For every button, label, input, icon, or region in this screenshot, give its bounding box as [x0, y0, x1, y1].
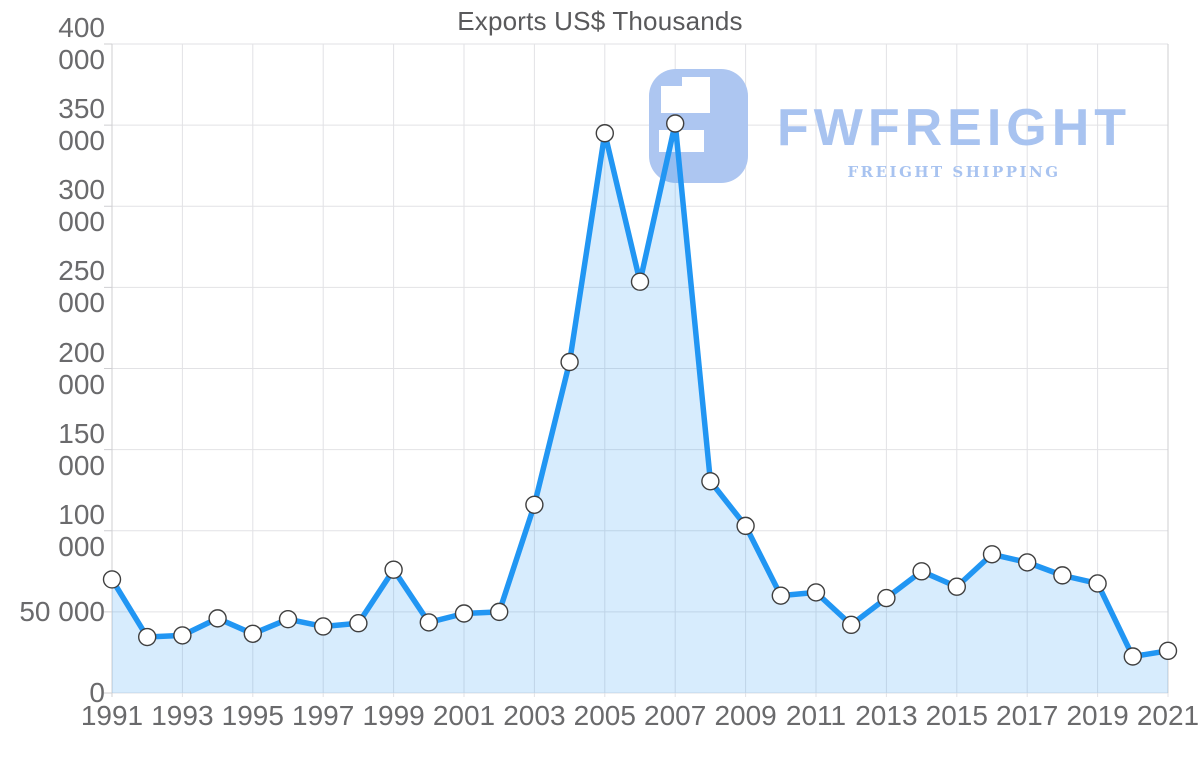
- data-point-2006[interactable]: [630, 272, 650, 291]
- data-point-1992[interactable]: [137, 627, 157, 647]
- data-point-2008[interactable]: [701, 472, 720, 491]
- data-point-2001[interactable]: [454, 604, 474, 623]
- data-point-2007[interactable]: [666, 114, 685, 133]
- data-point-2013[interactable]: [877, 588, 896, 608]
- chart-title: Exports US$ Thousands: [457, 6, 743, 36]
- watermark-logo: FWFREIGHT FREIGHT SHIPPING: [649, 69, 1131, 183]
- logo-text-block: FWFREIGHT FREIGHT SHIPPING: [777, 69, 1131, 181]
- logo-brand-text: FWFREIGHT: [777, 99, 1132, 157]
- data-point-1993[interactable]: [173, 626, 192, 645]
- data-point-2004[interactable]: [560, 352, 579, 372]
- data-point-2010[interactable]: [771, 586, 790, 605]
- data-point-1995[interactable]: [243, 624, 263, 643]
- data-point-1999[interactable]: [384, 560, 403, 579]
- data-point-2020[interactable]: [1123, 647, 1143, 666]
- data-point-1996[interactable]: [278, 609, 298, 629]
- data-point-2011[interactable]: [806, 583, 826, 602]
- data-point-2005[interactable]: [595, 124, 614, 143]
- data-point-2014[interactable]: [912, 562, 931, 581]
- data-point-2012[interactable]: [842, 615, 861, 635]
- data-point-1998[interactable]: [349, 614, 368, 633]
- freight-logo-icon: [649, 69, 748, 183]
- data-point-1997[interactable]: [314, 617, 333, 636]
- data-point-2016[interactable]: [982, 545, 1002, 564]
- data-point-2019[interactable]: [1088, 574, 1107, 593]
- data-point-2021[interactable]: [1158, 641, 1178, 661]
- data-point-2009[interactable]: [736, 516, 755, 536]
- logo-tagline-text: FREIGHT SHIPPING: [847, 163, 1061, 181]
- data-point-2002[interactable]: [490, 602, 509, 622]
- data-point-2017[interactable]: [1017, 553, 1037, 572]
- data-point-1991[interactable]: [102, 570, 122, 589]
- data-point-2015[interactable]: [947, 577, 966, 596]
- data-point-2000[interactable]: [419, 613, 438, 632]
- data-point-2018[interactable]: [1053, 566, 1072, 585]
- data-point-1994[interactable]: [208, 609, 227, 628]
- data-point-2003[interactable]: [525, 495, 544, 514]
